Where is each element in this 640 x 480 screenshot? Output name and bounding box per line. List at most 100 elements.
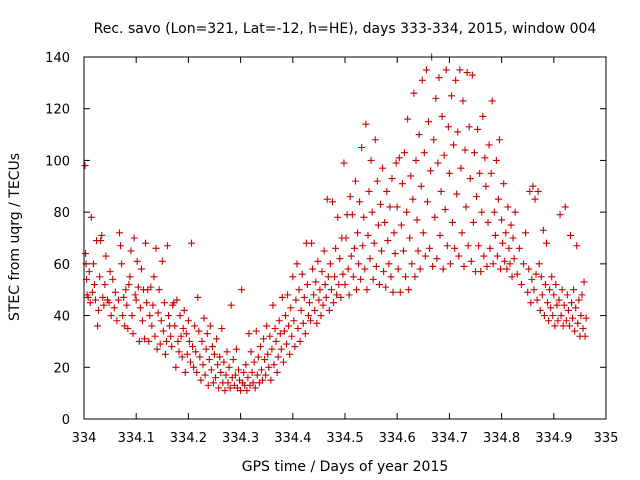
data-point — [136, 304, 144, 312]
data-point — [211, 350, 218, 358]
data-point — [553, 301, 561, 309]
data-point — [431, 213, 439, 221]
data-point — [466, 175, 474, 183]
data-point — [408, 260, 416, 268]
data-point — [561, 203, 569, 211]
data-point — [350, 244, 358, 252]
data-point — [227, 301, 235, 309]
data-point — [171, 322, 179, 330]
data-point — [339, 270, 347, 278]
data-point — [250, 358, 258, 366]
data-point — [198, 337, 206, 345]
data-point — [502, 229, 510, 237]
data-point — [573, 242, 581, 250]
data-point — [99, 293, 107, 301]
data-point — [427, 167, 435, 175]
data-point — [322, 293, 330, 301]
data-point — [205, 356, 213, 364]
data-point — [274, 353, 282, 361]
data-point — [360, 213, 368, 221]
data-point — [145, 337, 153, 345]
data-point — [490, 208, 498, 216]
data-point — [316, 286, 324, 294]
data-point — [393, 203, 401, 211]
y-tick-label: 100 — [45, 154, 70, 169]
data-point — [545, 317, 553, 325]
data-point — [124, 325, 132, 332]
data-point — [243, 387, 251, 395]
x-tick-label: 334.4 — [274, 431, 311, 446]
data-point — [173, 296, 181, 304]
data-point — [134, 283, 142, 291]
data-point — [559, 322, 567, 330]
data-point — [470, 149, 478, 157]
data-point — [554, 317, 562, 325]
data-point — [217, 368, 225, 376]
data-point — [361, 265, 369, 273]
data-point — [137, 265, 145, 273]
data-point — [286, 350, 294, 358]
data-point — [321, 281, 329, 289]
data-point — [537, 273, 545, 281]
data-point — [181, 368, 189, 376]
data-point — [473, 193, 481, 201]
data-point — [337, 293, 345, 301]
data-point — [196, 353, 204, 361]
data-point — [90, 281, 98, 289]
data-point — [123, 301, 131, 309]
data-point — [320, 247, 328, 255]
data-point — [508, 273, 516, 281]
data-point — [454, 128, 462, 136]
data-point — [549, 312, 557, 320]
data-point — [526, 187, 534, 195]
data-point — [468, 71, 476, 79]
data-point — [229, 356, 237, 364]
data-point — [539, 226, 547, 234]
data-point — [464, 242, 472, 250]
data-point — [276, 330, 284, 338]
data-point — [283, 340, 291, 348]
data-point — [531, 195, 539, 203]
data-point — [395, 154, 403, 162]
data-point — [138, 317, 146, 325]
data-point — [128, 312, 136, 320]
data-point — [267, 376, 275, 384]
data-point — [319, 301, 327, 309]
data-point — [84, 293, 92, 301]
data-point — [579, 325, 587, 332]
data-point — [119, 312, 127, 320]
data-point — [167, 332, 175, 340]
data-point — [439, 265, 447, 273]
data-point — [159, 327, 167, 335]
y-tick-label: 40 — [53, 310, 70, 325]
data-point — [326, 260, 334, 268]
data-point — [404, 115, 412, 123]
data-point — [443, 242, 451, 250]
data-point — [280, 327, 288, 335]
data-point — [178, 353, 186, 361]
data-point — [147, 283, 155, 291]
data-point — [527, 299, 535, 307]
data-point — [133, 257, 141, 265]
data-point — [192, 348, 200, 356]
x-tick-label: 335 — [594, 431, 619, 446]
data-point — [262, 371, 270, 379]
data-point — [341, 281, 349, 289]
data-point — [194, 293, 202, 301]
data-point — [186, 358, 194, 366]
data-point — [357, 275, 365, 283]
data-point — [355, 260, 363, 268]
data-point — [263, 322, 271, 330]
data-point — [312, 278, 320, 286]
data-point — [484, 218, 492, 226]
data-point — [336, 255, 344, 263]
data-point — [389, 288, 397, 296]
data-point — [451, 244, 459, 252]
data-point — [213, 335, 221, 343]
data-point — [481, 154, 489, 162]
data-point — [183, 350, 191, 358]
data-point — [507, 221, 515, 229]
x-tick-label: 334.7 — [431, 431, 468, 446]
data-point — [525, 265, 533, 273]
data-point — [331, 273, 339, 281]
